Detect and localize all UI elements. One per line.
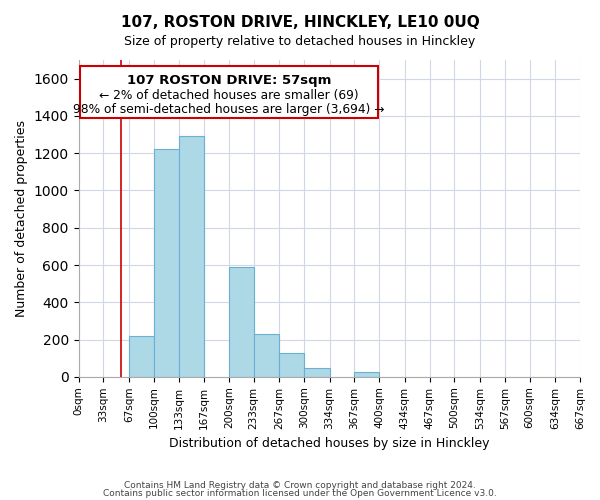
- Text: 98% of semi-detached houses are larger (3,694) →: 98% of semi-detached houses are larger (…: [73, 104, 385, 117]
- Y-axis label: Number of detached properties: Number of detached properties: [15, 120, 28, 317]
- Text: ← 2% of detached houses are smaller (69): ← 2% of detached houses are smaller (69): [99, 90, 359, 102]
- Bar: [129, 336, 154, 377]
- Text: Contains HM Land Registry data © Crown copyright and database right 2024.: Contains HM Land Registry data © Crown c…: [124, 481, 476, 490]
- Text: Size of property relative to detached houses in Hinckley: Size of property relative to detached ho…: [124, 35, 476, 48]
- Bar: [355, 372, 379, 377]
- Bar: [179, 136, 204, 377]
- Text: 107, ROSTON DRIVE, HINCKLEY, LE10 0UQ: 107, ROSTON DRIVE, HINCKLEY, LE10 0UQ: [121, 15, 479, 30]
- Bar: [279, 352, 304, 377]
- Text: 107 ROSTON DRIVE: 57sqm: 107 ROSTON DRIVE: 57sqm: [127, 74, 331, 86]
- Bar: [254, 334, 279, 377]
- FancyBboxPatch shape: [80, 66, 378, 118]
- Bar: [154, 150, 179, 377]
- Bar: [229, 267, 254, 377]
- X-axis label: Distribution of detached houses by size in Hinckley: Distribution of detached houses by size …: [169, 437, 490, 450]
- Text: Contains public sector information licensed under the Open Government Licence v3: Contains public sector information licen…: [103, 488, 497, 498]
- Bar: [304, 368, 329, 377]
